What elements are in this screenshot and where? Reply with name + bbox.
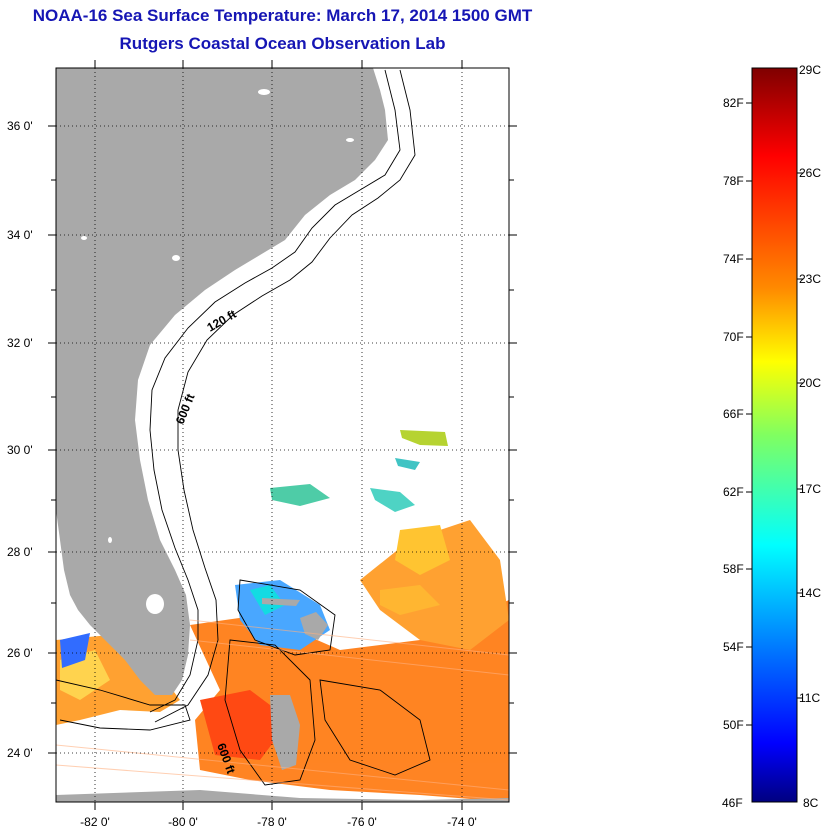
- colorbar-f-label: 50F: [723, 718, 744, 732]
- colorbar-f-label: 66F: [723, 407, 744, 421]
- colorbar-scale: [751, 67, 798, 803]
- sst-patch-green-north: [270, 484, 330, 506]
- map-subtitle: Rutgers Coastal Ocean Observation Lab: [119, 34, 446, 53]
- isobath-600ft: [154, 69, 416, 723]
- colorbar-c-label: 8C: [803, 796, 819, 810]
- lat-label: 26 0': [7, 646, 33, 660]
- lon-label: -80 0': [168, 815, 198, 829]
- longitude-labels: -82 0' -80 0' -78 0' -76 0' -74 0': [80, 815, 477, 829]
- bahamas-contour-b: [237, 579, 336, 656]
- lat-label: 32 0': [7, 336, 33, 350]
- lon-label: -82 0': [80, 815, 110, 829]
- frame-ticks: [48, 60, 517, 810]
- colorbar-f-label: 62F: [723, 485, 744, 499]
- colorbar-c-ticks: [797, 172, 803, 699]
- lon-label: -74 0': [447, 815, 477, 829]
- colorbar-c-label: 17C: [799, 482, 821, 496]
- sst-patch-blue-west: [60, 633, 90, 668]
- lat-label: 28 0': [7, 545, 33, 559]
- sst-patch-blue-north: [395, 458, 420, 470]
- sst-patch-yellow-north: [400, 430, 448, 446]
- colorbar-c-label: 11C: [799, 691, 820, 705]
- lakes: [81, 89, 354, 614]
- lat-label: 24 0': [7, 746, 33, 760]
- lat-label: 34 0': [7, 228, 33, 242]
- keys-contour: [56, 679, 191, 731]
- colorbar-f-label: 70F: [723, 330, 744, 344]
- cuba-edge: [56, 790, 509, 802]
- florida-and-us-coast: [56, 68, 388, 695]
- bahamas-contour-c: [319, 679, 431, 776]
- colorbar-c-label: 29C: [799, 63, 821, 77]
- colorbar-f-label: 82F: [723, 96, 744, 110]
- map-frame: [55, 67, 510, 803]
- colorbar-f-label: 46F: [722, 796, 743, 810]
- bahamas-andros: [270, 695, 300, 770]
- sst-patch-cyan-north: [370, 488, 415, 512]
- sst-patch-south-red: [200, 690, 290, 760]
- sst-patch-gold-mid: [380, 585, 440, 615]
- lat-label: 36 0': [7, 119, 33, 133]
- lon-label: -76 0': [347, 815, 377, 829]
- colorbar-c-label: 26C: [799, 166, 821, 180]
- colorbar-f-label: 58F: [723, 562, 744, 576]
- colorbar-f-label: 74F: [723, 252, 744, 266]
- sst-patch-east-yellow: [395, 525, 450, 575]
- bahamas-grand: [262, 598, 300, 606]
- orbit-streaks: [56, 619, 509, 801]
- land: [56, 68, 509, 802]
- colorbar-f-label: 54F: [723, 640, 744, 654]
- colorbar-c-label: 20C: [799, 376, 821, 390]
- latitude-labels: 36 0' 34 0' 32 0' 30 0' 28 0' 26 0' 24 0…: [7, 119, 33, 760]
- colorbar-f-ticks: [746, 102, 752, 726]
- isobath-contours: [56, 69, 431, 786]
- colorbar: 82F 78F 74F 70F 66F 62F 58F 54F 50F 46F …: [722, 63, 821, 810]
- colorbar-c-label: 23C: [799, 272, 821, 286]
- bahamas-contour-a: [224, 639, 316, 786]
- colorbar-f-label: 78F: [723, 174, 744, 188]
- sst-data-patches: [56, 430, 509, 802]
- map-title: NOAA-16 Sea Surface Temperature: March 1…: [32, 6, 533, 25]
- lat-label: 30 0': [7, 443, 33, 457]
- sst-patch-south-orange: [190, 600, 509, 802]
- lake-okeechobee: [146, 594, 164, 614]
- lon-label: -78 0': [257, 815, 287, 829]
- colorbar-c-label: 14C: [799, 586, 821, 600]
